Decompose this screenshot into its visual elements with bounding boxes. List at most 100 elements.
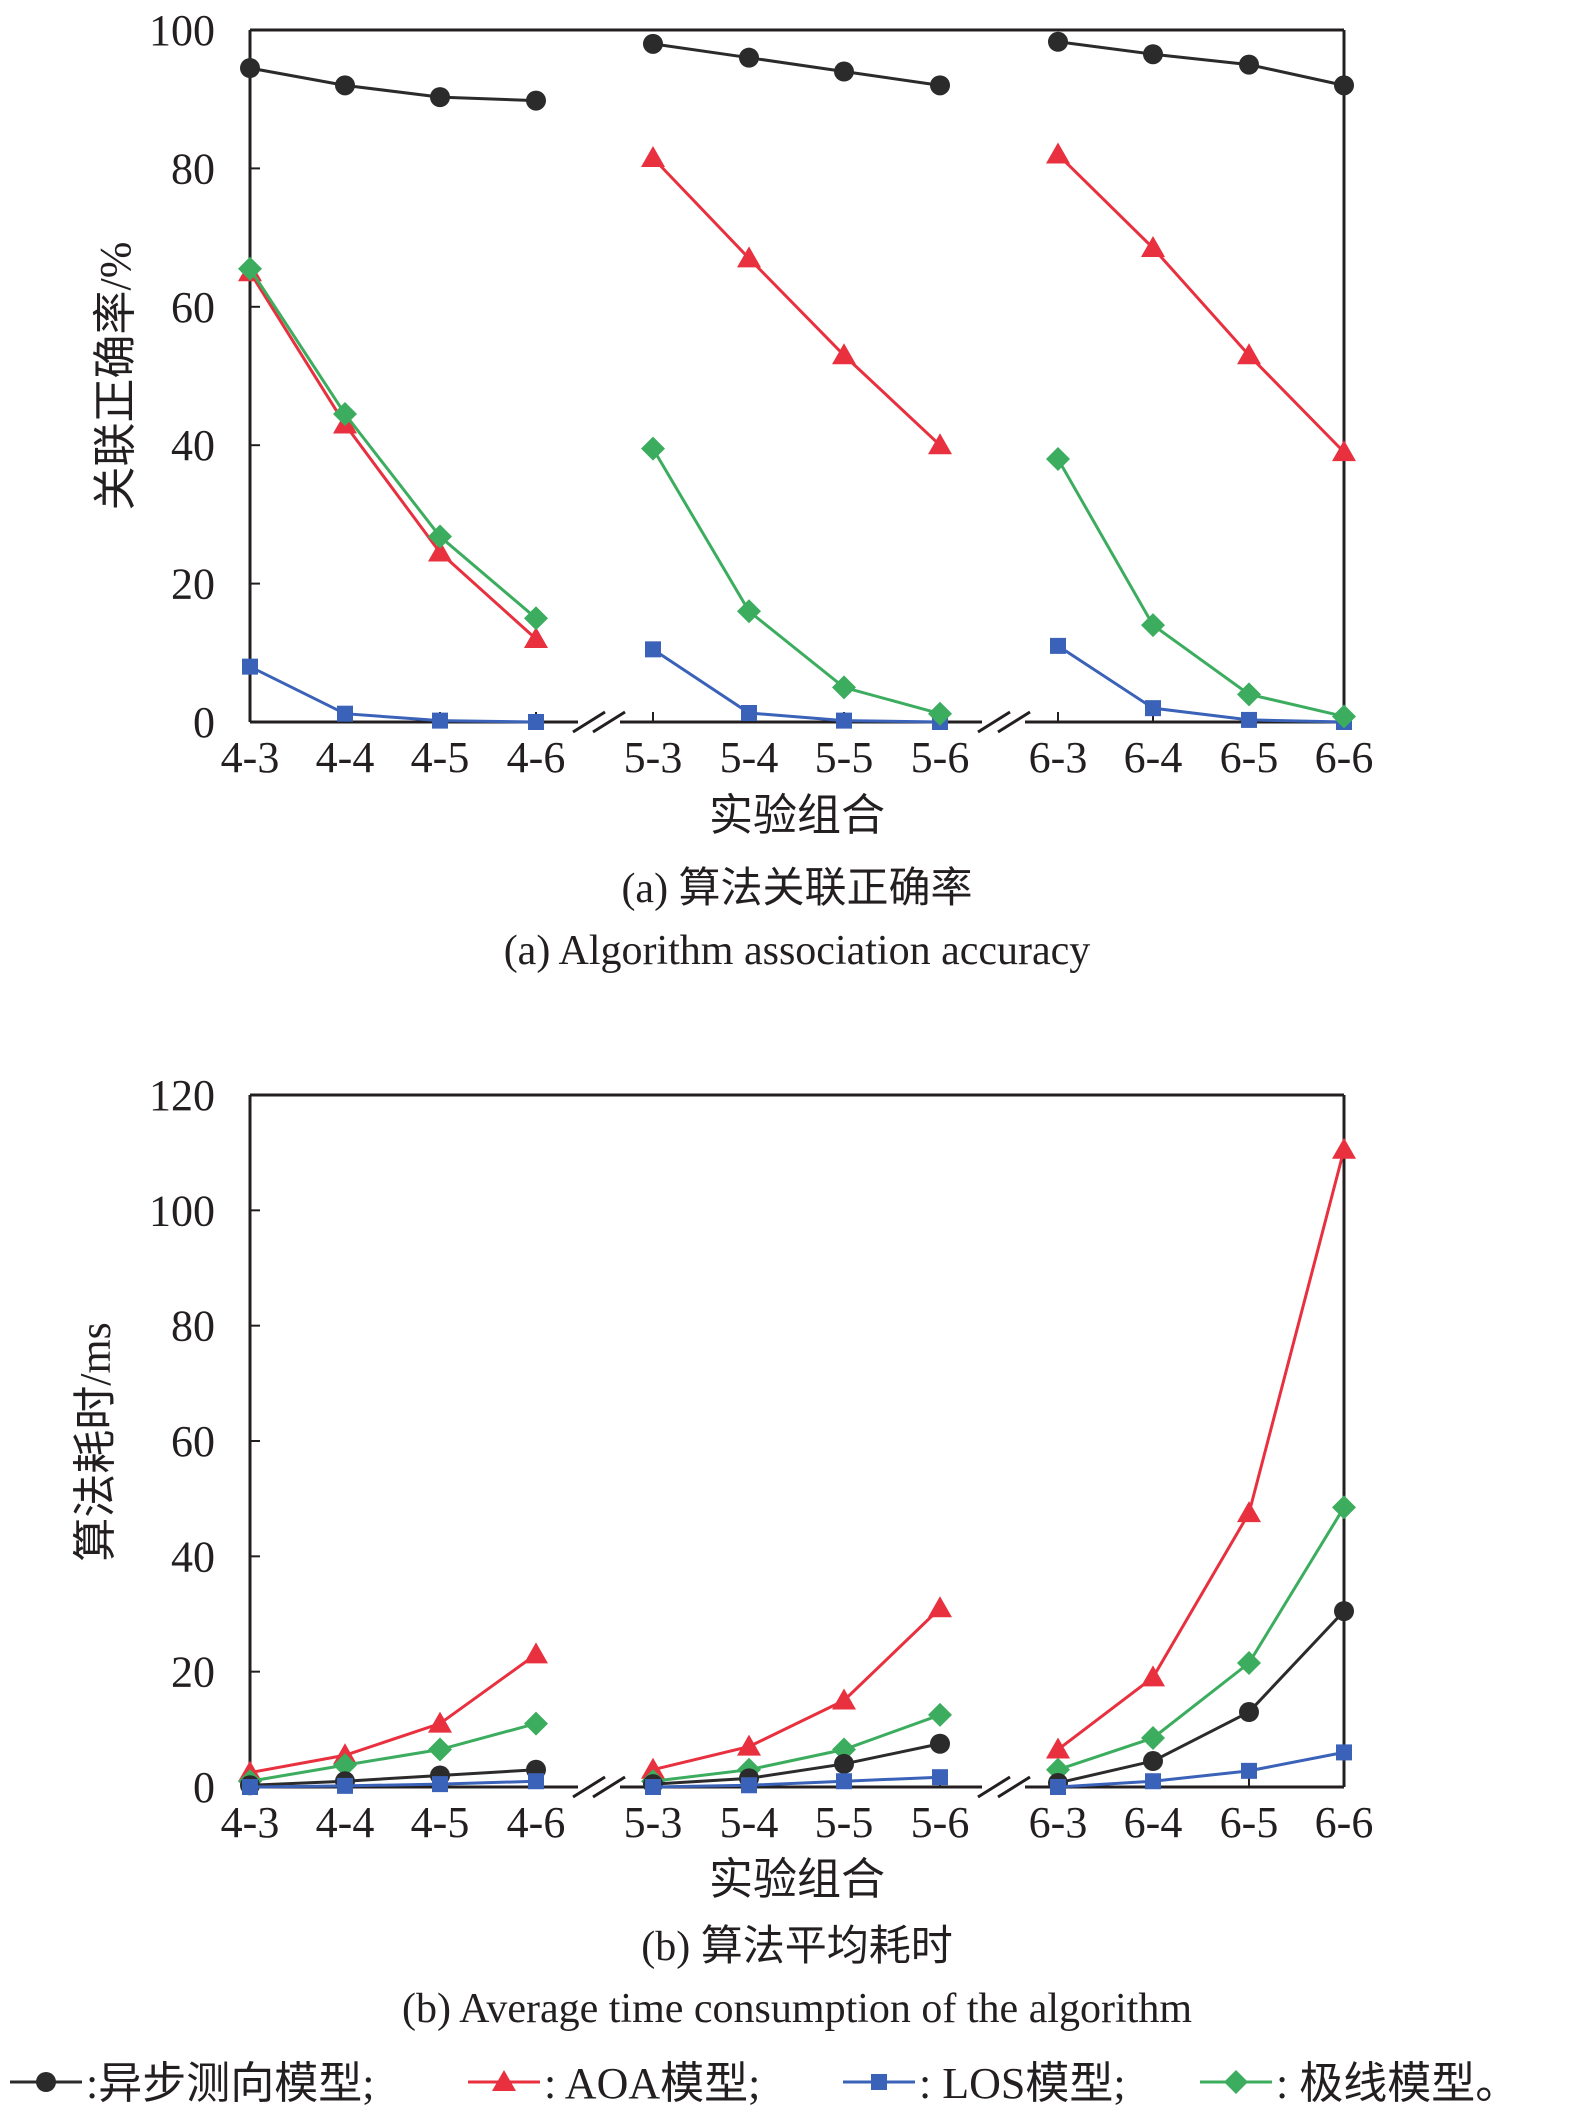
data-point	[1050, 1779, 1066, 1795]
data-point	[1048, 31, 1068, 52]
data-point	[737, 246, 761, 268]
series-line	[1056, 153, 1346, 454]
data-point	[1143, 1751, 1163, 1772]
chart-a-accuracy: 关联正确率/% 实验组合 (a) 算法关联正确率 (a) Algorithm a…	[91, 6, 1373, 974]
data-point	[1141, 1725, 1165, 1750]
data-point	[643, 33, 663, 54]
series-line	[1056, 458, 1345, 718]
data-point	[928, 433, 952, 455]
data-point	[832, 1737, 856, 1762]
series-line	[1057, 1610, 1346, 1785]
x-tick-label: 5-5	[815, 1798, 874, 1847]
data-point	[930, 1733, 950, 1754]
series-line	[249, 665, 537, 724]
data-point	[1241, 1762, 1257, 1779]
axis-break-mark	[592, 710, 626, 734]
data-point	[834, 1753, 854, 1774]
data-point	[335, 75, 355, 96]
data-point	[930, 75, 950, 96]
data-point	[1237, 1501, 1261, 1523]
series-line	[652, 1713, 941, 1783]
chart-b-title-zh: (b) 算法平均耗时	[641, 1924, 952, 1970]
data-point	[1239, 54, 1259, 75]
data-point	[1141, 235, 1165, 257]
series-line	[249, 1722, 537, 1783]
data-point	[641, 146, 665, 168]
y-tick-label: 80	[171, 144, 215, 193]
axis-break-mark	[977, 1775, 1011, 1799]
chart-b-xlabel: 实验组合	[709, 1855, 885, 1904]
legend-marker	[492, 2070, 516, 2091]
data-point	[641, 1757, 665, 1779]
series-green	[238, 1495, 1356, 1794]
y-tick-label: 60	[171, 1417, 215, 1466]
series-line	[1057, 1506, 1346, 1772]
legend-marker	[871, 2074, 887, 2090]
data-point	[1239, 1702, 1259, 1723]
data-point	[832, 1688, 856, 1710]
legend-label: : 极线模型。	[1276, 2059, 1519, 2106]
data-point	[337, 705, 353, 722]
x-tick-label: 6-6	[1315, 1798, 1374, 1847]
data-point	[1050, 637, 1066, 654]
data-point	[428, 524, 452, 549]
x-tick-label: 6-6	[1315, 733, 1374, 782]
data-point	[240, 58, 260, 79]
series-line	[652, 648, 941, 724]
data-point	[428, 1737, 452, 1762]
axis-break-mark	[592, 1775, 626, 1799]
x-tick-label: 4-5	[411, 733, 470, 782]
chart-a-title-en: (a) Algorithm association accuracy	[504, 928, 1091, 974]
x-tick-label: 4-3	[221, 1798, 280, 1847]
data-point	[242, 1779, 258, 1795]
x-tick-label: 4-6	[507, 733, 566, 782]
data-point	[242, 658, 258, 675]
y-tick-label: 100	[149, 6, 215, 55]
x-tick-label: 5-3	[624, 733, 683, 782]
data-point	[1332, 704, 1356, 729]
data-point	[836, 1773, 852, 1790]
data-point	[645, 1779, 661, 1795]
series-line	[249, 1768, 537, 1787]
data-point	[333, 402, 357, 427]
x-tick-label: 5-6	[911, 733, 970, 782]
series-line	[652, 1607, 942, 1772]
chart-b-time: 算法耗时/ms 实验组合 (b) 算法平均耗时 (b) Average time…	[71, 1071, 1373, 2032]
y-tick-label: 0	[193, 1763, 215, 1812]
series-green	[238, 256, 1356, 729]
y-tick-label: 60	[171, 283, 215, 332]
series-line	[652, 1742, 941, 1786]
data-point	[836, 712, 852, 729]
data-point	[1334, 75, 1354, 96]
data-point	[932, 1769, 948, 1786]
legend-item-red: : AOA模型;	[468, 2059, 760, 2106]
legend-item-green: : 极线模型。	[1200, 2059, 1519, 2106]
chart-b-title-en: (b) Average time consumption of the algo…	[402, 1986, 1192, 2032]
data-point	[430, 87, 450, 108]
data-point	[1141, 613, 1165, 638]
series-line	[652, 42, 941, 87]
series-blue	[242, 637, 1352, 730]
data-point	[1334, 1601, 1354, 1622]
series-black	[240, 31, 1354, 111]
data-point	[1332, 440, 1356, 462]
data-point	[1237, 1651, 1261, 1676]
data-point	[1143, 44, 1163, 65]
y-tick-label: 20	[171, 560, 215, 609]
legend-marker	[1224, 2070, 1248, 2094]
x-tick-label: 5-4	[720, 733, 779, 782]
series-line	[248, 271, 538, 641]
legend-label: : LOS模型;	[919, 2059, 1126, 2106]
data-point	[428, 1711, 452, 1733]
data-point	[524, 626, 548, 648]
series-line	[1057, 1750, 1345, 1789]
series-red	[238, 1137, 1356, 1782]
data-point	[1046, 447, 1070, 472]
data-point	[1046, 142, 1070, 164]
series-line	[249, 1653, 537, 1775]
chart-a-ylabel: 关联正确率/%	[91, 242, 140, 511]
y-tick-label: 100	[149, 1186, 215, 1235]
data-point	[741, 1777, 757, 1794]
data-point	[528, 1773, 544, 1790]
